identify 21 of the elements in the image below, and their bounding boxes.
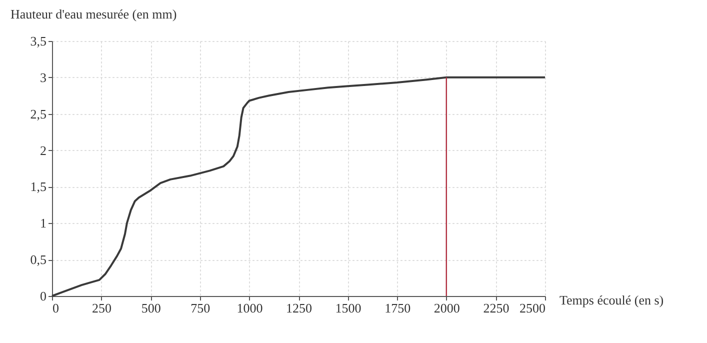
y-tick-label: 2,5 <box>30 106 46 122</box>
y-tick-label: 1,5 <box>30 179 46 194</box>
y-tick-label: 0,5 <box>30 252 46 268</box>
x-tick-label: 750 <box>190 300 210 316</box>
x-tick-label: 1250 <box>286 300 312 316</box>
y-tick-label: 3,5 <box>30 34 46 48</box>
y-tick-label: 1 <box>40 216 46 231</box>
x-tick-label: 2000 <box>434 300 460 316</box>
x-tick-label: 2500 <box>520 300 546 316</box>
y-axis-title: Hauteur d'eau mesurée (en mm) <box>10 6 177 22</box>
x-axis-title: Temps écoulé (en s) <box>560 292 664 308</box>
x-tick-label: 1750 <box>384 300 411 316</box>
x-tick-label: 0 <box>52 300 59 316</box>
y-tick-label: 0 <box>40 288 46 304</box>
x-tick-label: 500 <box>141 300 161 316</box>
x-tick-label: 2250 <box>483 300 510 316</box>
x-tick-label: 1500 <box>335 300 362 316</box>
y-tick-label: 2 <box>40 142 46 158</box>
x-tick-label: 250 <box>92 300 112 316</box>
y-tick-label: 3 <box>40 70 46 85</box>
x-tick-label: 1000 <box>236 300 263 316</box>
